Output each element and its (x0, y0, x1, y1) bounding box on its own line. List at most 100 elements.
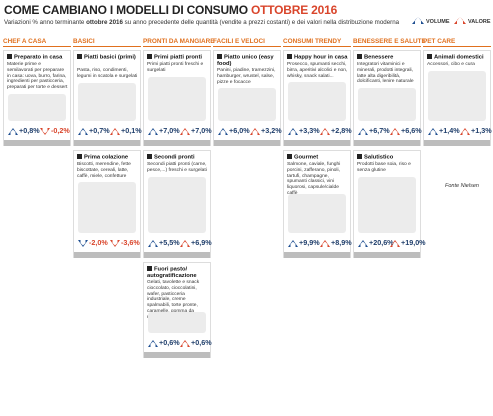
card-description: Secondi piatti pronti (carne, pesce,...)… (147, 162, 207, 173)
card-title: Gourmet (287, 154, 348, 161)
card-title: Primi piatti pronti (147, 54, 208, 61)
card-footer (144, 252, 210, 258)
card-footer (284, 140, 350, 146)
arrow-shape (390, 128, 400, 135)
product-illustration (148, 312, 206, 333)
volume-change: +0,7% (89, 126, 110, 135)
card-description: Prosecco, spumanti secchi, birra, aperit… (287, 62, 348, 79)
card-title: Piatti basici (primi) (77, 54, 138, 61)
card-description: Salmone, caviale, funghi porcini, zaffer… (287, 162, 341, 196)
volume-change: +6,7% (369, 126, 390, 135)
category-card: Secondi pronti Secondi piatti pronti (car… (143, 150, 212, 258)
trend-arrow (78, 240, 88, 247)
trend-arrow (320, 128, 330, 135)
product-illustration (8, 94, 66, 121)
column-heading: CHEF A CASA (3, 38, 71, 47)
arrow-shape (250, 128, 260, 135)
trend-arrow (390, 128, 400, 135)
value-change: +0,1% (121, 126, 142, 135)
trend-arrow (428, 128, 438, 135)
card-footer (354, 252, 420, 258)
arrow-shape (110, 240, 120, 247)
column-heading: CONSUMI TRENDY (283, 38, 351, 47)
trend-arrow (390, 240, 400, 247)
product-illustration (148, 76, 206, 121)
arrow-shape (180, 240, 190, 247)
value-change: +1,3% (471, 126, 492, 135)
card-title: Preparato in casa (7, 54, 68, 61)
product-illustration (288, 194, 346, 233)
card-title: Prima colazione (77, 154, 138, 161)
trend-arrow (288, 240, 298, 247)
card-title: Piatto unico (easy food) (217, 54, 278, 68)
value-change: +6,6% (401, 126, 422, 135)
change-row: +20,6% +19,0% (354, 235, 426, 251)
arrow-shape (8, 128, 18, 135)
title-main: COME CAMBIANO I MODELLI DI CONSUMO (4, 3, 248, 17)
trend-arrow (460, 128, 470, 135)
category-card: Primi piatti pronti Primi piatti pronti f… (143, 50, 212, 146)
category-card: Piatti basici (primi) Pasta, riso, condim… (73, 50, 142, 146)
card-description: Pasta, riso, condimenti, legumi in scato… (77, 68, 138, 79)
trend-arrow (148, 128, 158, 135)
card-footer (144, 140, 210, 146)
column-heading: FACILI E VELOCI (213, 38, 281, 47)
arrow-shape (320, 240, 330, 247)
column-heading: PRONTI DA MANGIARE (143, 38, 215, 47)
trend-arrow (110, 128, 120, 135)
category-card: Salutistico Prodotti base soia, riso e se… (353, 150, 426, 258)
arrow-shape (288, 128, 298, 135)
change-row: +0,7% +0,1% (74, 123, 142, 139)
arrow-shape (320, 128, 330, 135)
card-title: Happy hour in casa (287, 54, 348, 61)
value-change: +7,0% (191, 126, 212, 135)
volume-change: +1,4% (439, 126, 460, 135)
trend-arrow (358, 240, 368, 247)
change-row: +3,3% +2,8% (284, 123, 352, 139)
card-title: Benessere (357, 54, 418, 61)
category-card: Animali domestici Accessori, cibo e cura +… (423, 50, 492, 146)
column-heading: PET CARE (423, 38, 491, 47)
legend-label: VALORE (468, 19, 491, 25)
card-description: Materie prime e semilavorati per prepara… (7, 62, 68, 91)
title-highlight: OTTOBRE 2016 (251, 3, 338, 17)
column-heading: BASICI (73, 38, 141, 47)
arrow-shape (110, 128, 120, 135)
card-footer (4, 140, 70, 146)
legend (412, 17, 466, 24)
trend-arrow (110, 240, 120, 247)
value-change: -0,2% (51, 126, 70, 135)
value-change: +2,8% (331, 126, 352, 135)
product-illustration (78, 82, 136, 121)
title: COME CAMBIANO I MODELLI DI CONSUMO OTTOB… (4, 3, 337, 17)
product-illustration (428, 70, 486, 121)
card-description: Accessori, cibo e cura (427, 62, 475, 67)
source: Fonte Nielsen (445, 183, 479, 189)
change-row: -2,0% -3,6% (74, 235, 140, 251)
trend-arrow (358, 128, 368, 135)
product-illustration (78, 182, 136, 233)
product-illustration (148, 176, 206, 233)
legend-icon-value (454, 17, 466, 24)
trend-arrow (180, 340, 190, 347)
change-row: +7,0% +7,0% (144, 123, 212, 139)
card-description: Prodotti base soia, riso e senza glutine (357, 162, 411, 173)
change-row: +0,8% -0,2% (4, 123, 70, 139)
change-row: +0,6% +0,6% (144, 335, 212, 351)
product-illustration (288, 82, 346, 121)
change-row: +9,9% +8,9% (284, 235, 352, 251)
product-illustration (218, 88, 276, 121)
trend-arrow (218, 128, 228, 135)
arrow-shape (390, 240, 400, 247)
category-card: Prima colazione Biscotti, merendine, fett… (73, 150, 141, 258)
value-change: -3,6% (121, 238, 140, 247)
category-card: Benessere Integratori vitaminici e minera… (353, 50, 422, 146)
card-footer (424, 140, 490, 146)
volume-change: +0,6% (159, 338, 180, 347)
volume-change: +6,0% (229, 126, 250, 135)
category-card: Fuori pasto/ autogratificazione Gelati, t… (143, 262, 212, 358)
arrow-shape (180, 128, 190, 135)
card-footer (74, 140, 140, 146)
arrow-shape (288, 240, 298, 247)
value-change: +19,0% (401, 238, 426, 247)
